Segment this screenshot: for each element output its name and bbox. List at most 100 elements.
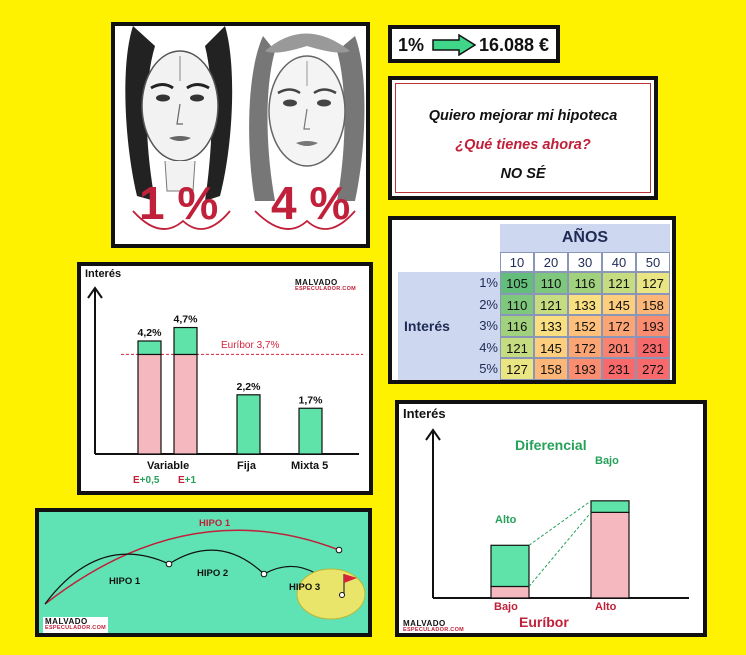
euribor-bar	[137, 353, 162, 455]
heatmap-cell: 105	[500, 272, 534, 294]
golf-label-hipo3: HIPO 3	[289, 582, 321, 593]
heatmap-cell: 193	[636, 315, 670, 337]
heatmap-cell: 121	[500, 336, 534, 359]
year-header-cell: 20	[534, 252, 568, 272]
ball-dot	[260, 570, 268, 578]
row-header: Interés	[404, 318, 450, 334]
diff-label-top-right: Bajo	[595, 455, 619, 467]
spread-bar	[236, 394, 261, 455]
heatmap-cell: 152	[568, 315, 602, 337]
arrow-right-icon	[432, 34, 477, 56]
rate-label: 4%	[479, 339, 498, 355]
diff-y-arrow	[425, 428, 441, 441]
dialog-box: Quiero mejorar mi hipoteca ¿Qué tienes a…	[388, 76, 658, 200]
face-right-percent: 4 %	[271, 177, 351, 229]
euribor-bar	[490, 585, 530, 599]
brand-name: MALVADO	[295, 278, 338, 287]
diff-label-top-left: Alto	[495, 514, 517, 526]
dialog-line-1: Quiero mejorar mi hipoteca	[428, 108, 618, 124]
savings-amount: 16.088 €	[479, 35, 550, 55]
heatmap-table: AÑOS Interés 10 20 30 40 50 1% 2% 3% 4% 5% 105 11…	[398, 224, 670, 380]
heatmap-cell: 133	[568, 293, 602, 316]
heatmap-cell: 231	[602, 358, 636, 380]
diff-label-bottom-right: Alto	[595, 601, 617, 613]
golf-label-hipo2: HIPO 2	[197, 568, 229, 579]
spread-bar	[137, 340, 162, 356]
euribor-bar	[590, 511, 630, 599]
heatmap-cell: 133	[534, 315, 568, 337]
heatmap-cell: 121	[534, 293, 568, 316]
golf-panel: HIPO 1 HIPO 1 HIPO 2 HIPO 3 MALVADO ESPE…	[35, 508, 372, 637]
brand-logo: MALVADO ESPECULADOR.COM	[43, 617, 109, 633]
sub-label-plus: +0,5	[139, 475, 160, 486]
brand-logo: MALVADO ESPECULADOR.COM	[403, 620, 464, 634]
brand-site: ESPECULADOR.COM	[45, 625, 107, 631]
sub-label-e-1: E+1	[178, 475, 196, 486]
brand-name: MALVADO	[403, 619, 446, 628]
rate-label: 3%	[479, 318, 498, 334]
dialog-line-2: ¿Qué tienes ahora?	[455, 137, 591, 153]
bar-value-label: 4,7%	[174, 314, 199, 326]
diff-chart-panel: Interés Diferencial Alto Bajo Bajo Alto …	[395, 400, 707, 637]
spread-connector-line	[528, 512, 592, 587]
heatmap-cell: 145	[602, 293, 636, 316]
bar-chart: 4,2% 4,7% 2,2% 1,7%	[87, 286, 363, 455]
heatmap-cell: 172	[568, 336, 602, 359]
heatmap-cell: 121	[602, 272, 636, 294]
heatmap-cell: 110	[500, 293, 534, 316]
heatmap-table-panel: AÑOS Interés 10 20 30 40 50 1% 2% 3% 4% 5% 105 11…	[388, 216, 676, 384]
bar-chart-ylabel: Interés	[85, 268, 122, 280]
row-header-cell	[398, 272, 500, 380]
heatmap-cell: 127	[636, 272, 670, 294]
year-header-cell: 10	[500, 252, 534, 272]
sub-label-plus: +1	[184, 475, 197, 486]
dialog-line-3: NO SÉ	[500, 166, 546, 182]
faces-panel: 1 % 4 %	[111, 22, 370, 248]
spread-bar	[490, 544, 530, 588]
heatmap-cell: 201	[602, 336, 636, 359]
heatmap-cell: 127	[500, 358, 534, 380]
heatmap-cell: 272	[636, 358, 670, 380]
brand-site: ESPECULADOR.COM	[295, 286, 357, 292]
category-variable: Variable	[147, 460, 190, 472]
bar-y-arrow	[87, 286, 103, 299]
rate-label: 5%	[479, 361, 498, 377]
spread-bar	[173, 326, 198, 356]
euribor-bar	[173, 353, 198, 455]
diff-chart-ylabel: Interés	[403, 406, 446, 421]
diff-chart	[425, 428, 689, 599]
diff-chart-xlabel: Euríbor	[519, 614, 569, 630]
heatmap-cell: 145	[534, 336, 568, 359]
bar-chart-panel: Interés MALVADO ESPECULADOR.COM 4,2% 4,7%…	[77, 262, 373, 495]
flag-icon	[344, 574, 357, 583]
ball-dot	[165, 560, 173, 568]
heatmap-cell: 193	[568, 358, 602, 380]
year-header-cell: 30	[568, 252, 602, 272]
bar-value-label: 4,2%	[138, 327, 163, 339]
heatmap-cell: 158	[534, 358, 568, 380]
face-right-drawing	[249, 33, 365, 201]
heatmap-cell: 116	[568, 272, 602, 294]
heatmap-cell: 110	[534, 272, 568, 294]
savings-box: 1% 16.088 €	[388, 25, 560, 63]
spread-connector-line	[528, 500, 592, 546]
arc-end-dot	[335, 546, 343, 554]
category-mixta: Mixta 5	[291, 460, 329, 472]
spread-bar	[590, 500, 630, 513]
spread-bar	[298, 407, 323, 455]
diff-label-bottom-left: Bajo	[494, 601, 518, 613]
faces-illustration	[125, 26, 365, 230]
sub-label-e-0-5: E+0,5	[133, 475, 159, 486]
brand-logo: MALVADO ESPECULADOR.COM	[295, 279, 356, 293]
heatmap-cell: 158	[636, 293, 670, 316]
euribor-label: Euríbor 3,7%	[221, 340, 280, 352]
sub-label-e-letter: E	[133, 475, 140, 486]
bar-value-label: 1,7%	[299, 394, 324, 406]
years-header-cell	[500, 224, 670, 252]
rate-label: 2%	[479, 296, 498, 312]
hipo1-long-arc	[44, 529, 340, 605]
category-fija: Fija	[237, 460, 256, 472]
bar-value-label: 2,2%	[237, 381, 262, 393]
hole-ball	[339, 592, 345, 598]
golf-illustration	[44, 529, 366, 620]
